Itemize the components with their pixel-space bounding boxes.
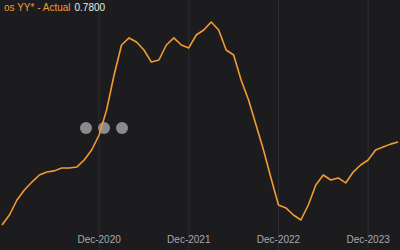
decoration-dot <box>80 122 92 134</box>
annotation: 0.7800 <box>75 2 106 13</box>
plot-area <box>2 22 398 225</box>
x-tick-label: Dec-2020 <box>77 234 121 245</box>
x-tick-label: Dec-2023 <box>346 234 390 245</box>
x-tick-label: Dec-2022 <box>257 234 301 245</box>
decoration-dot <box>116 122 128 134</box>
legend: os YY* - Actual 0.7800 <box>4 2 106 13</box>
background <box>0 0 400 250</box>
chart: Dec-2020 Dec-2021 Dec-2022 Dec-2023 os YY* -… <box>0 0 400 250</box>
grid-line <box>368 0 369 250</box>
legend-entry: os YY* - Actual <box>4 2 71 13</box>
x-tick-label: Dec-2021 <box>167 234 211 245</box>
grid-line <box>188 0 189 250</box>
grid-line <box>278 0 279 250</box>
series-line <box>2 22 398 225</box>
